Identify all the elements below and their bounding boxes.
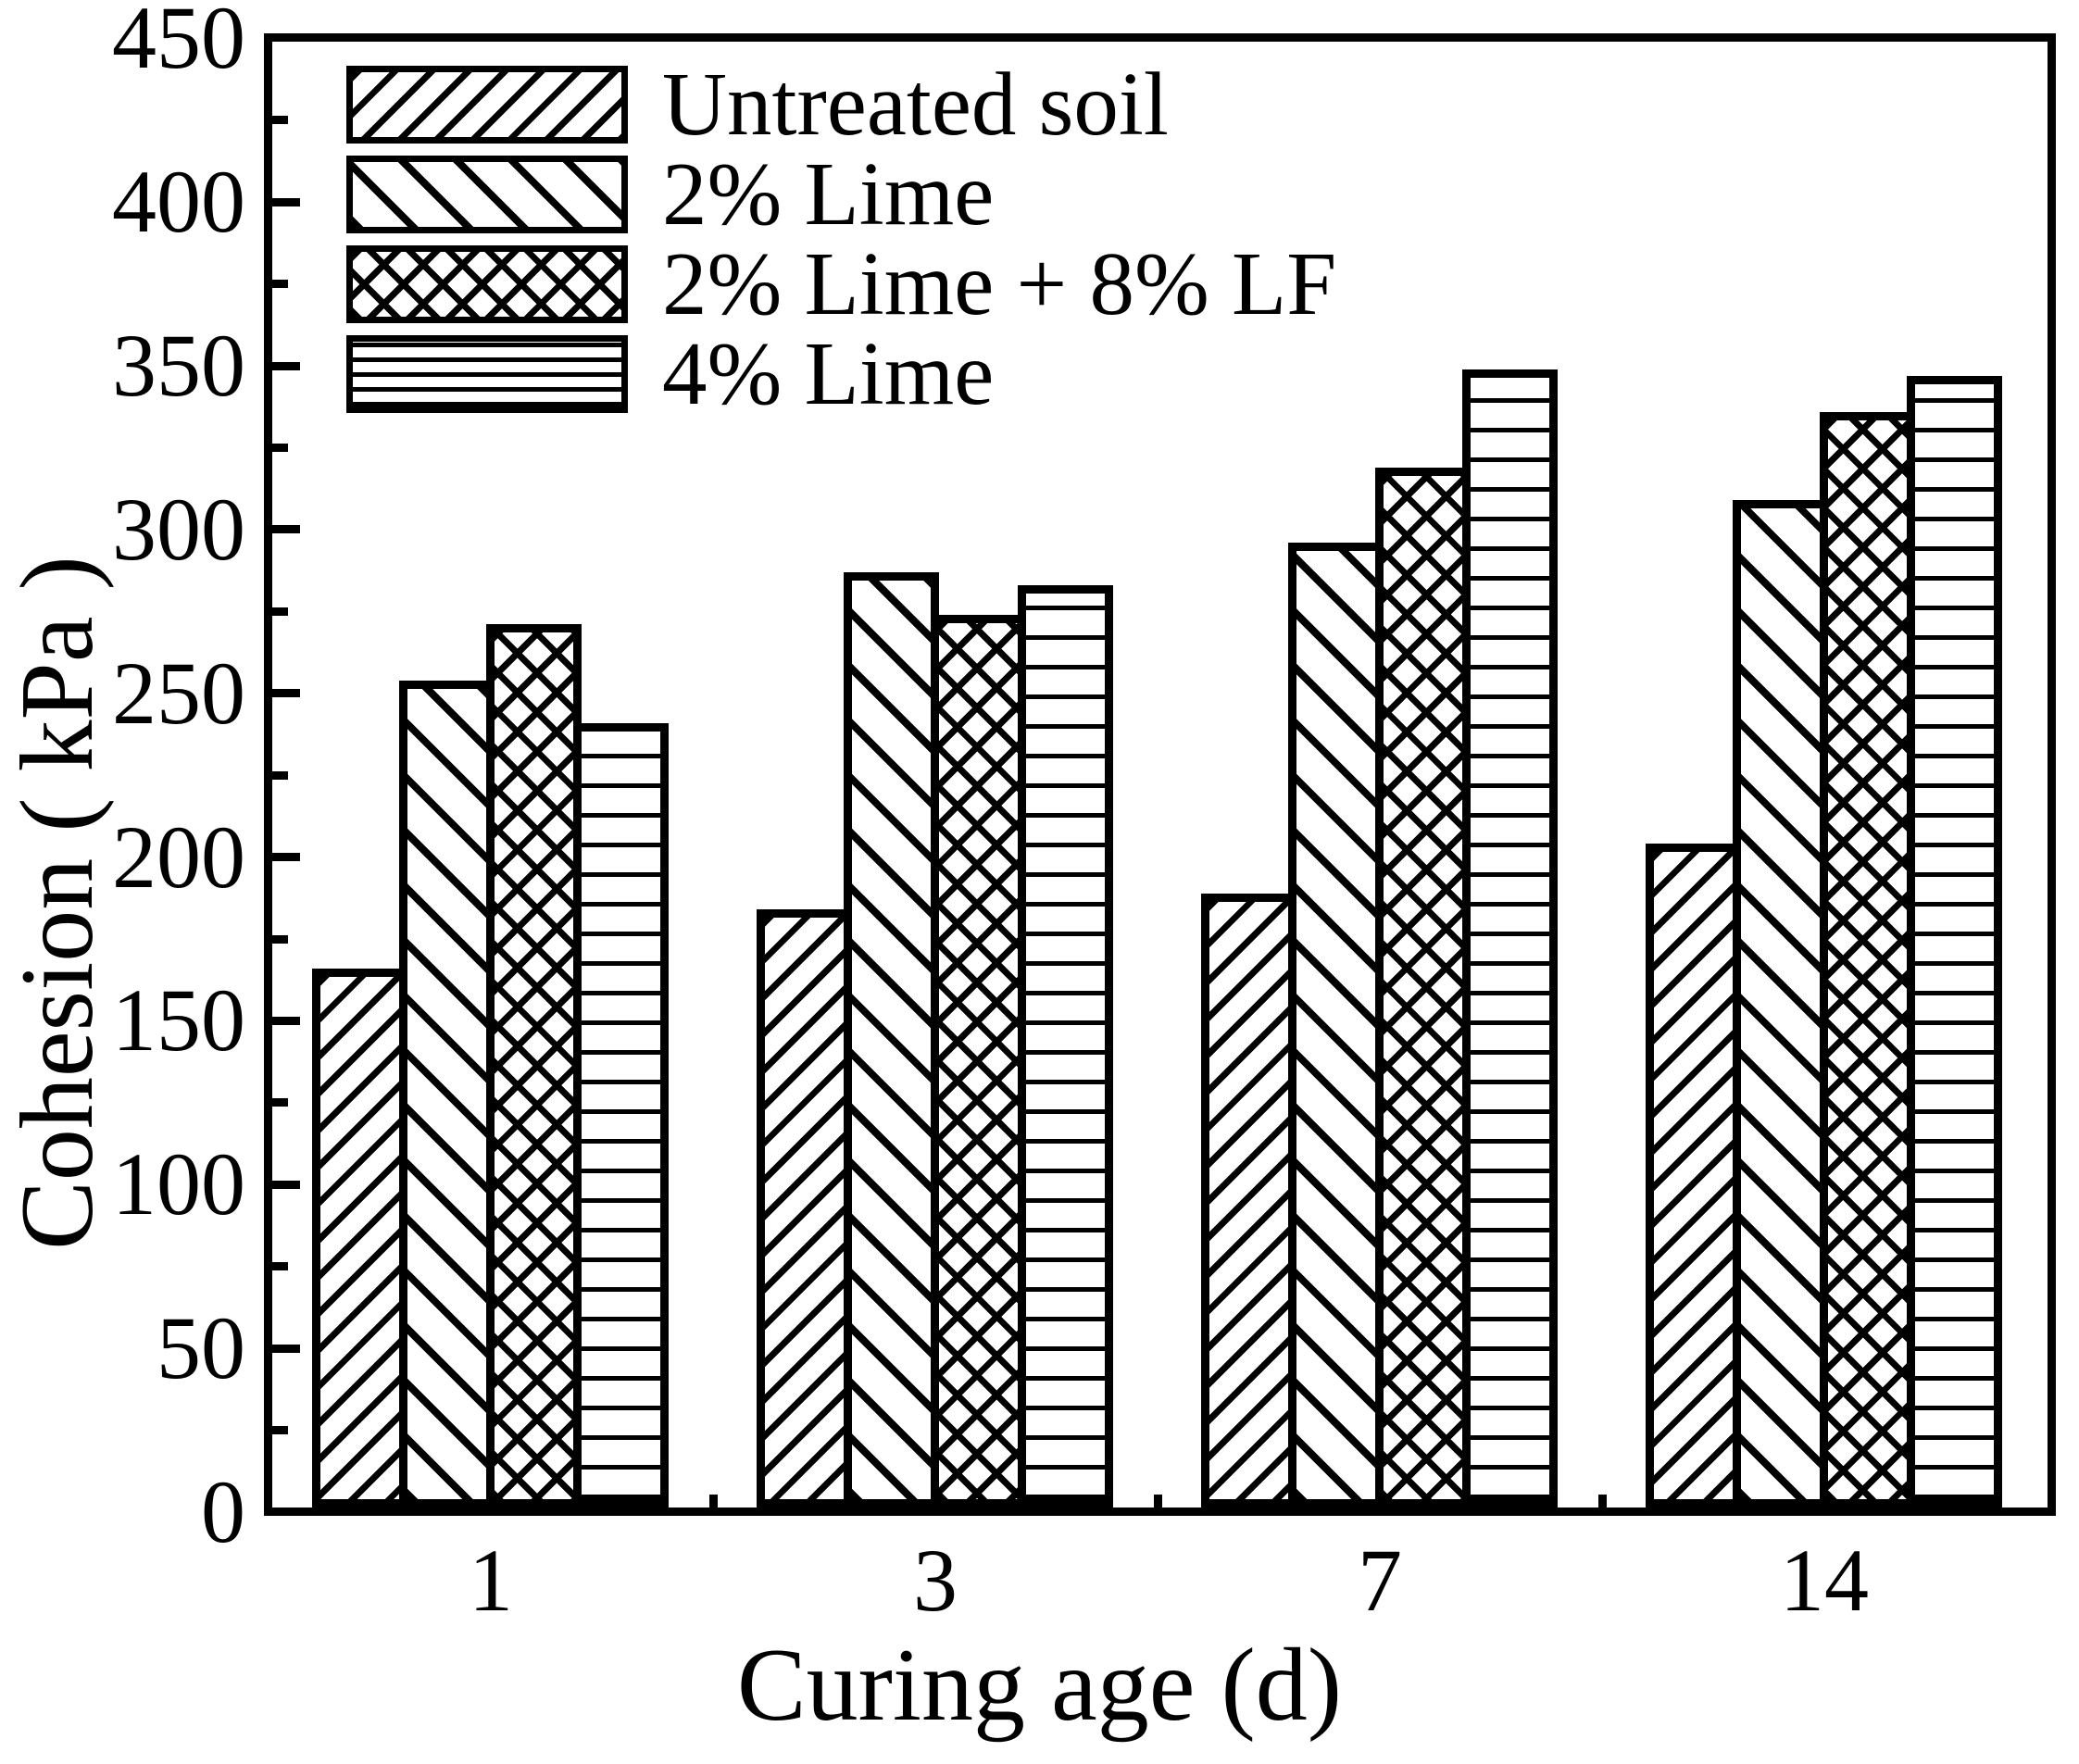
legend-swatch-diagonal-forward-hatch	[346, 66, 628, 144]
x-tick-label: 14	[1780, 1531, 1869, 1630]
bar-diagonal-forward-hatch-age-3	[757, 909, 852, 1508]
x-tick-label: 3	[913, 1531, 958, 1630]
y-major-tick	[272, 853, 300, 862]
y-minor-tick	[272, 770, 288, 780]
legend-label: Untreated soil	[662, 55, 1169, 154]
bar-crosshatch-age-7	[1375, 468, 1472, 1508]
x-minor-tick	[1153, 1495, 1162, 1508]
y-minor-tick	[272, 1426, 288, 1435]
y-tick-label: 450	[112, 0, 245, 88]
bar-diagonal-back-hatch-age-1	[399, 681, 495, 1508]
y-minor-tick	[272, 1262, 288, 1271]
x-tick-label: 1	[469, 1531, 513, 1630]
bar-horizontal-line-hatch-age-3	[1018, 585, 1114, 1508]
y-minor-tick	[272, 934, 288, 944]
bar-horizontal-line-hatch-age-14	[1907, 376, 2003, 1508]
legend-swatch-crosshatch	[346, 245, 628, 323]
axis-ticks-layer	[272, 42, 2048, 1508]
y-minor-tick	[272, 116, 288, 125]
legend-label: 2% Lime + 8% LF	[662, 234, 1337, 333]
y-minor-tick	[272, 443, 288, 452]
legend-label: 2% Lime	[662, 144, 995, 244]
y-tick-label: 200	[112, 807, 245, 907]
y-major-tick	[272, 361, 300, 370]
y-tick-label: 150	[112, 970, 245, 1070]
y-tick-label: 0	[201, 1462, 245, 1561]
bar-diagonal-back-hatch-age-3	[844, 572, 940, 1508]
bar-diagonal-back-hatch-age-7	[1288, 543, 1384, 1508]
y-major-tick	[272, 197, 300, 206]
legend-swatch-horizontal-line-hatch	[346, 335, 628, 413]
bar-horizontal-line-hatch-age-7	[1462, 369, 1559, 1508]
y-major-tick	[272, 689, 300, 698]
legend-label: 4% Lime	[662, 324, 995, 423]
y-tick-label: 400	[112, 152, 245, 252]
x-minor-tick	[708, 1495, 718, 1508]
y-tick-label: 300	[112, 479, 245, 579]
y-tick-label: 50	[157, 1298, 245, 1398]
bars-layer	[272, 42, 2048, 1508]
bar-crosshatch-age-1	[486, 624, 582, 1508]
y-major-tick	[272, 1016, 300, 1025]
x-minor-tick	[1597, 1495, 1607, 1508]
y-minor-tick	[272, 280, 288, 289]
y-minor-tick	[272, 607, 288, 616]
bar-crosshatch-age-14	[1820, 412, 1916, 1508]
y-major-tick	[272, 1180, 300, 1189]
bar-diagonal-forward-hatch-age-7	[1201, 894, 1296, 1508]
x-axis-title: Curing age (d)	[736, 1628, 1343, 1743]
y-tick-label: 100	[112, 1134, 245, 1234]
bar-horizontal-line-hatch-age-1	[573, 723, 670, 1508]
x-tick-label: 7	[1358, 1531, 1402, 1630]
plot-area	[264, 33, 2056, 1516]
bar-diagonal-forward-hatch-age-1	[312, 969, 407, 1508]
y-tick-label: 250	[112, 643, 245, 743]
y-minor-tick	[272, 1098, 288, 1107]
bar-diagonal-back-hatch-age-14	[1733, 500, 1829, 1508]
y-major-tick	[272, 525, 300, 534]
y-major-tick	[272, 1344, 300, 1353]
bar-diagonal-forward-hatch-age-14	[1646, 844, 1741, 1508]
legend-swatch-diagonal-back-hatch	[346, 156, 628, 233]
bar-crosshatch-age-3	[931, 615, 1027, 1508]
y-tick-label: 350	[112, 316, 245, 416]
